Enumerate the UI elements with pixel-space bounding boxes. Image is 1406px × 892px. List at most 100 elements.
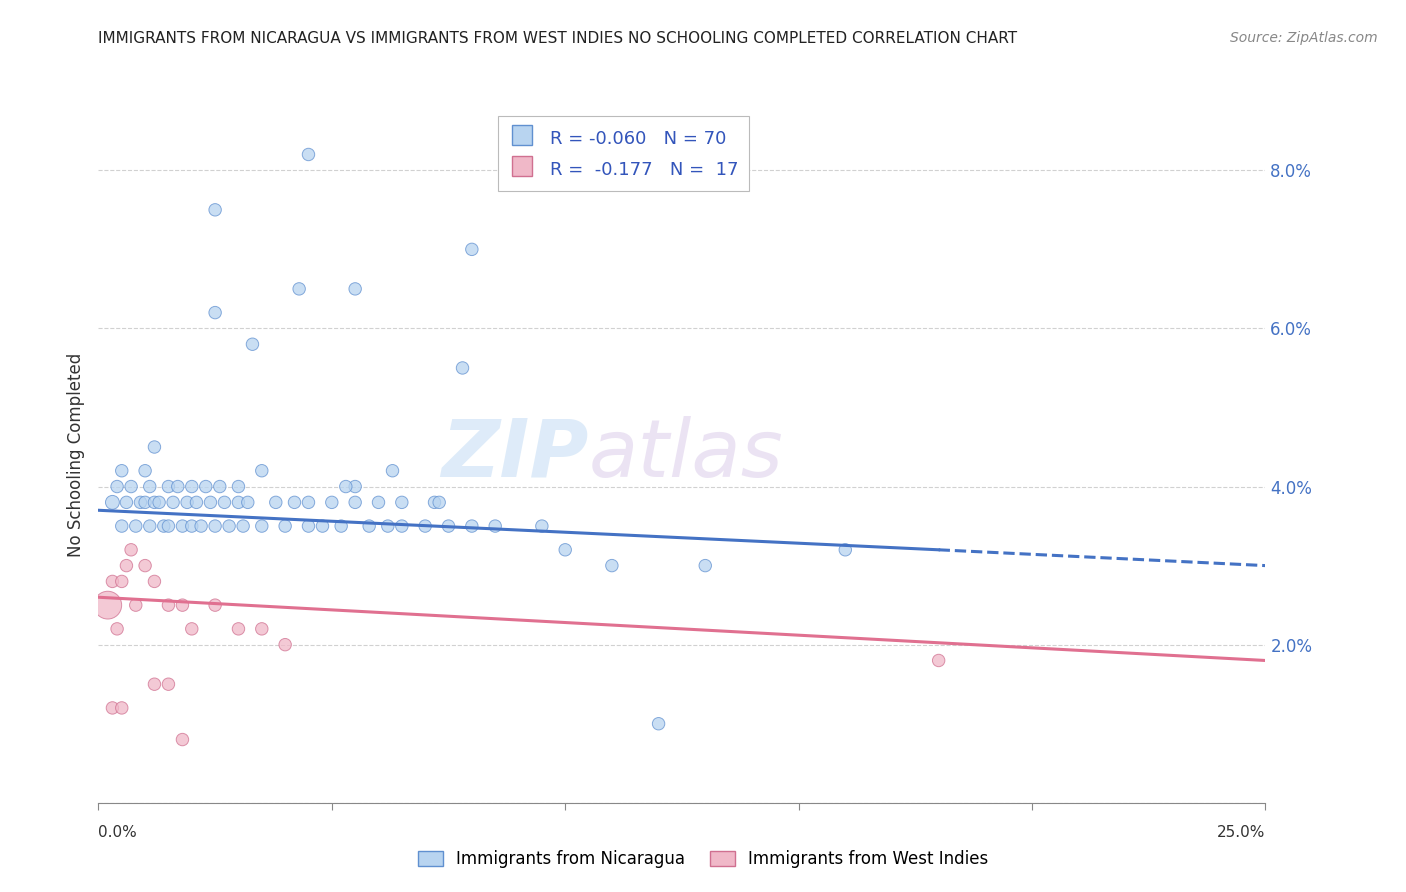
Point [484,519,506,533]
Point [143,677,166,691]
Point [600,558,623,573]
Point [461,243,484,257]
Point [530,519,553,533]
Point [274,519,297,533]
Text: IMMIGRANTS FROM NICARAGUA VS IMMIGRANTS FROM WEST INDIES NO SCHOOLING COMPLETED : IMMIGRANTS FROM NICARAGUA VS IMMIGRANTS … [98,31,1018,46]
Point [311,519,333,533]
Point [330,519,353,533]
Point [172,519,194,533]
Point [125,598,148,612]
Point [335,479,357,493]
Point [115,558,138,573]
Point [297,519,319,533]
Point [204,519,226,533]
Point [204,598,226,612]
Point [344,495,367,509]
Point [148,495,170,509]
Point [97,598,120,612]
Point [647,716,669,731]
Text: Source: ZipAtlas.com: Source: ZipAtlas.com [1230,31,1378,45]
Point [461,519,484,533]
Point [152,519,174,533]
Point [359,519,381,533]
Point [321,495,343,509]
Point [157,598,180,612]
Point [120,542,142,557]
Point [115,495,138,509]
Point [162,495,184,509]
Point [101,701,124,715]
Point [250,464,273,478]
Point [176,495,198,509]
Point [134,464,156,478]
Text: atlas: atlas [589,416,783,494]
Point [111,464,134,478]
Legend: Immigrants from Nicaragua, Immigrants from West Indies: Immigrants from Nicaragua, Immigrants fr… [411,844,995,875]
Point [105,622,128,636]
Point [105,479,128,493]
Point [928,653,950,667]
Point [111,519,134,533]
Point [214,495,236,509]
Point [695,558,717,573]
Text: 0.0%: 0.0% [98,825,138,840]
Point [180,622,202,636]
Point [232,519,254,533]
Point [186,495,208,509]
Point [297,147,319,161]
Point [288,282,311,296]
Point [101,574,124,589]
Point [437,519,460,533]
Point [200,495,222,509]
Point [228,622,250,636]
Point [111,701,134,715]
Point [204,202,226,217]
Point [208,479,231,493]
Point [250,622,273,636]
Point [344,282,367,296]
Point [101,495,124,509]
Y-axis label: No Schooling Completed: No Schooling Completed [66,353,84,557]
Point [274,638,297,652]
Point [297,495,319,509]
Text: ZIP: ZIP [441,416,589,494]
Point [120,479,142,493]
Point [236,495,259,509]
Point [264,495,287,509]
Point [134,558,156,573]
Point [143,495,166,509]
Point [427,495,450,509]
Point [139,519,162,533]
Point [180,479,202,493]
Point [218,519,240,533]
Point [367,495,389,509]
Point [228,479,250,493]
Point [242,337,264,351]
Point [190,519,212,533]
Text: 25.0%: 25.0% [1218,825,1265,840]
Point [451,360,474,375]
Point [157,677,180,691]
Point [180,519,202,533]
Point [834,542,856,557]
Point [377,519,399,533]
Point [204,305,226,319]
Point [228,495,250,509]
Point [125,519,148,533]
Point [111,574,134,589]
Point [134,495,156,509]
Point [157,479,180,493]
Point [381,464,404,478]
Point [344,479,367,493]
Point [391,495,413,509]
Point [423,495,446,509]
Point [157,519,180,533]
Point [283,495,305,509]
Point [172,732,194,747]
Point [391,519,413,533]
Point [250,519,273,533]
Legend: R = -0.060   N = 70, R =  -0.177   N =  17: R = -0.060 N = 70, R = -0.177 N = 17 [498,116,749,191]
Point [413,519,436,533]
Point [166,479,188,493]
Point [139,479,162,493]
